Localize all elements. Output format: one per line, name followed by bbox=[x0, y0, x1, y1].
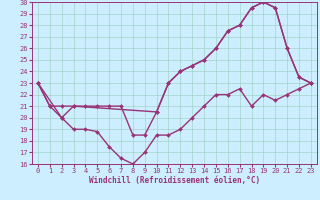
X-axis label: Windchill (Refroidissement éolien,°C): Windchill (Refroidissement éolien,°C) bbox=[89, 176, 260, 185]
